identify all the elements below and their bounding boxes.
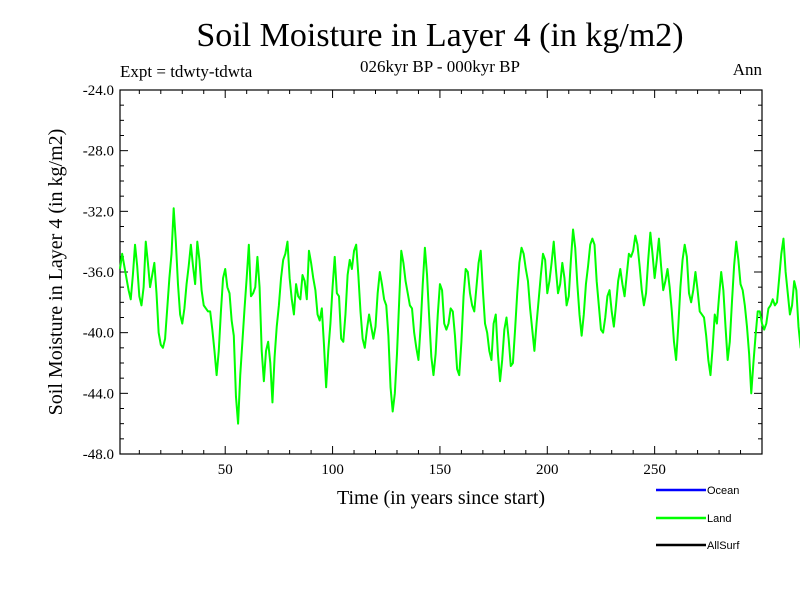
x-axis-label: Time (in years since start) bbox=[337, 487, 545, 509]
experiment-label: Expt = tdwty-tdwta bbox=[120, 62, 253, 81]
x-tick-label: 50 bbox=[218, 462, 233, 478]
chart-subtitle: 026kyr BP - 000kyr BP bbox=[360, 57, 520, 76]
legend-label-allsurf: AllSurf bbox=[707, 540, 740, 552]
y-tick-label: -44.0 bbox=[83, 386, 114, 402]
y-tick-label: -36.0 bbox=[83, 265, 114, 281]
x-tick-label: 100 bbox=[321, 462, 344, 478]
x-tick-label: 250 bbox=[643, 462, 666, 478]
x-tick-label: 150 bbox=[429, 462, 452, 478]
series-line-land bbox=[119, 207, 800, 425]
legend: Ocean Land AllSurf bbox=[656, 485, 740, 552]
y-tick-label: -28.0 bbox=[83, 144, 114, 160]
legend-label-land: Land bbox=[707, 513, 731, 525]
season-label: Ann bbox=[733, 60, 763, 79]
legend-label-ocean: Ocean bbox=[707, 485, 739, 497]
plot-frame bbox=[119, 89, 763, 455]
axis-ticks bbox=[120, 89, 763, 455]
x-tick-label: 200 bbox=[536, 462, 559, 478]
y-axis-label: Soil Moisture in Layer 4 (in kg/m2) bbox=[45, 129, 67, 416]
x-tick-labels: 50 100 150 200 250 bbox=[218, 462, 666, 478]
y-tick-labels: -48.0 -44.0 -40.0 -36.0 -32.0 -28.0 -24.0 bbox=[83, 83, 114, 463]
y-tick-label: -40.0 bbox=[83, 326, 114, 342]
y-tick-label: -48.0 bbox=[83, 447, 114, 463]
chart-title: Soil Moisture in Layer 4 (in kg/m2) bbox=[196, 17, 683, 54]
y-tick-label: -24.0 bbox=[83, 83, 114, 99]
y-tick-label: -32.0 bbox=[83, 204, 114, 220]
